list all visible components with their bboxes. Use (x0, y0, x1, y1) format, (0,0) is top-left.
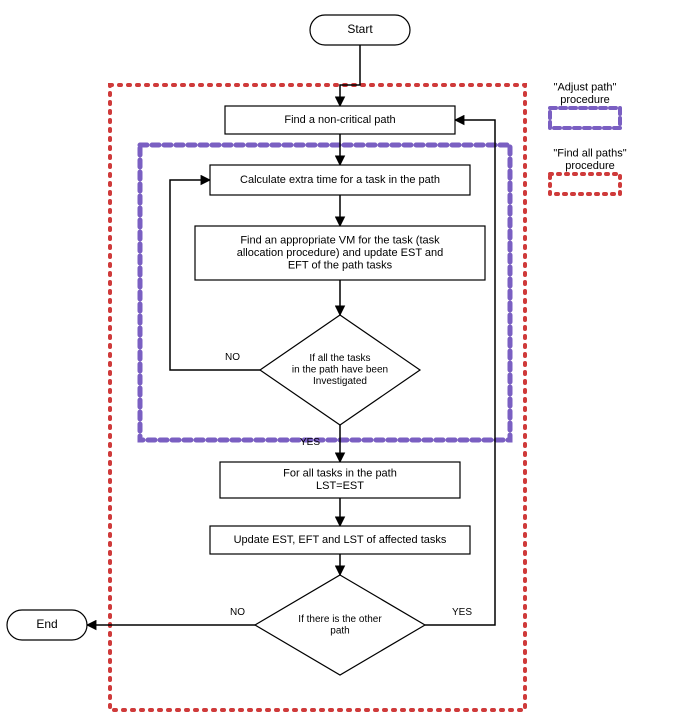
edge-start-findnc (340, 45, 360, 106)
node-start: Start (310, 15, 410, 45)
node-update-label: Update EST, EFT and LST of affected task… (234, 534, 447, 546)
legend-findall-swatch (550, 174, 620, 194)
legend-adjust-label: "Adjust path"procedure (554, 82, 617, 107)
node-end: End (7, 610, 87, 640)
node-calc-label: Calculate extra time for a task in the p… (240, 174, 440, 186)
node-forall: For all tasks in the pathLST=EST (220, 462, 460, 498)
edge-label-d2-no: NO (230, 607, 245, 618)
node-d1: If all the tasksin the path have beenInv… (260, 315, 420, 425)
edge-label-d2-yes: YES (452, 607, 472, 618)
legend-adjust-swatch (550, 108, 620, 128)
legend-findall-label: "Find all paths"procedure (553, 148, 626, 173)
node-start-label: Start (347, 22, 373, 36)
edge-label-d1-yes: YES (300, 437, 320, 448)
edge-label-d1-no: NO (225, 352, 240, 363)
node-end-label: End (36, 617, 57, 631)
node-calc: Calculate extra time for a task in the p… (210, 165, 470, 195)
node-findnc: Find a non-critical path (225, 106, 455, 134)
node-update: Update EST, EFT and LST of affected task… (210, 526, 470, 554)
node-findvm: Find an appropriate VM for the task (tas… (195, 226, 485, 280)
node-d2: If there is the otherpath (255, 575, 425, 675)
node-findnc-label: Find a non-critical path (284, 114, 395, 126)
flowchart-canvas: NO YES NO YES Start End Find a non-critical pa… (0, 0, 685, 725)
legend: "Adjust path"procedure "Find all paths"pr… (550, 82, 627, 194)
